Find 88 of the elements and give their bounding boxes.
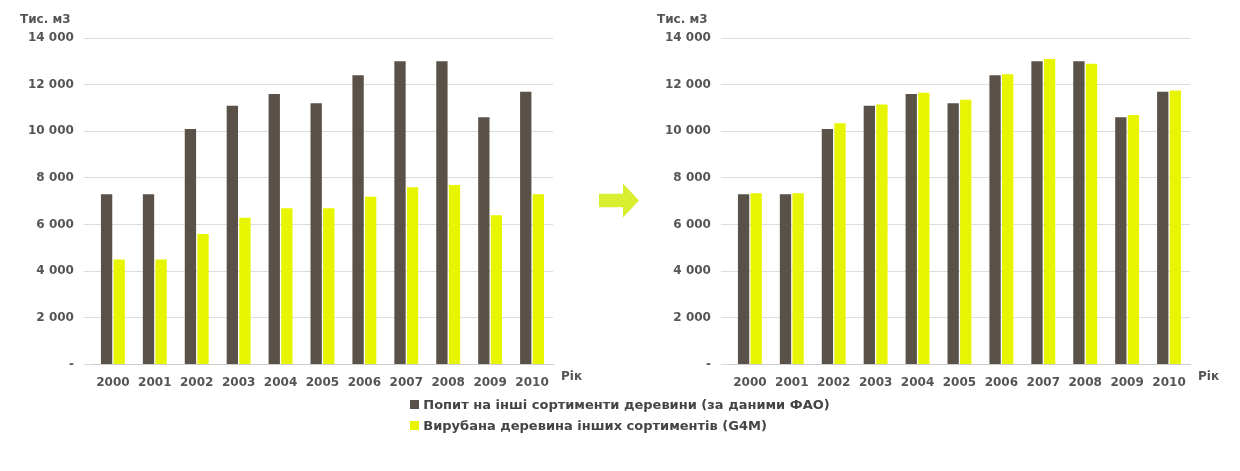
y-tick-label: 8 000 (36, 170, 74, 185)
bar (394, 61, 406, 365)
x-tick-label: 2008 (431, 374, 465, 389)
x-tick-label: 2008 (1068, 374, 1102, 389)
bar (113, 259, 125, 365)
x-tick-label: 2002 (817, 374, 851, 389)
bar (226, 105, 238, 365)
x-tick-label: 2003 (858, 374, 893, 389)
bar (1031, 61, 1043, 365)
y-tick-label: 14 000 (664, 30, 711, 45)
bar (1043, 59, 1056, 365)
bar (905, 93, 917, 365)
bar (197, 233, 209, 365)
y-tick-label: 10 000 (664, 123, 711, 138)
bar (750, 193, 762, 365)
legend-label: Попит на інші сортименти деревини (за даними ФАО) (423, 397, 830, 412)
x-axis-title: Рік (1198, 368, 1220, 383)
bar (1115, 117, 1127, 365)
y-tick-label: 6 000 (36, 216, 74, 231)
x-tick-label: 2010 (1152, 374, 1186, 389)
bar (478, 117, 490, 365)
bar (352, 75, 364, 365)
x-tick-label: 2000 (733, 374, 767, 389)
bar (1002, 74, 1014, 365)
bar (1127, 114, 1140, 365)
x-tick-label: 2004 (900, 374, 935, 389)
y-tick-label: 10 000 (27, 123, 74, 138)
x-tick-label: 2009 (473, 374, 507, 389)
bar (1169, 90, 1181, 365)
bar (365, 196, 377, 365)
x-tick-label: 2003 (221, 374, 256, 389)
x-tick-label: 2007 (1026, 374, 1060, 389)
bar (155, 259, 167, 365)
x-tick-label: 2010 (515, 374, 549, 389)
y-axis-title: Тис. м3 (657, 12, 708, 27)
bar (779, 194, 792, 365)
bar (281, 208, 293, 365)
bar (1157, 91, 1169, 365)
x-axis-title: Рік (561, 368, 583, 383)
y-tick-label: - (68, 356, 74, 371)
bar (100, 194, 113, 365)
bar (268, 93, 280, 365)
bar (448, 184, 461, 365)
x-tick-label: 2001 (138, 374, 172, 389)
legend-label: Вирубана деревина інших сортиментів (G4M) (423, 418, 767, 433)
bar (239, 217, 251, 365)
bar (947, 103, 959, 365)
bar (834, 123, 846, 365)
bar (490, 215, 503, 365)
x-tick-label: 2001 (775, 374, 809, 389)
x-tick-label: 2002 (180, 374, 214, 389)
bar (142, 194, 155, 365)
bar (184, 128, 197, 365)
bar (1085, 63, 1098, 365)
x-tick-label: 2004 (263, 374, 298, 389)
x-tick-label: 2006 (347, 374, 382, 389)
x-tick-label: 2005 (942, 374, 977, 389)
y-tick-label: 12 000 (664, 76, 711, 91)
bar (1073, 61, 1085, 365)
y-tick-label: 2 000 (36, 310, 74, 325)
bar (532, 194, 544, 365)
y-tick-label: 14 000 (27, 30, 74, 45)
y-tick-label: 6 000 (673, 216, 711, 231)
y-tick-label: - (705, 356, 711, 371)
bar (310, 103, 322, 365)
y-tick-label: 4 000 (673, 263, 711, 278)
x-tick-label: 2000 (96, 374, 130, 389)
x-tick-label: 2009 (1110, 374, 1144, 389)
bar (876, 104, 888, 365)
bar (821, 128, 834, 365)
y-tick-label: 12 000 (27, 76, 74, 91)
bar (863, 105, 875, 365)
bar (792, 193, 804, 365)
bar (737, 194, 750, 365)
y-tick-label: 2 000 (673, 310, 711, 325)
y-tick-label: 8 000 (673, 170, 711, 185)
y-axis-title: Тис. м3 (20, 12, 71, 27)
bar (520, 91, 532, 365)
bar (960, 99, 972, 365)
bar (323, 208, 335, 365)
x-tick-label: 2005 (305, 374, 340, 389)
bar (989, 75, 1001, 365)
bar (406, 187, 419, 365)
x-tick-label: 2007 (389, 374, 423, 389)
bar (436, 61, 448, 365)
y-tick-label: 4 000 (36, 263, 74, 278)
bar (918, 92, 930, 365)
x-tick-label: 2006 (984, 374, 1019, 389)
